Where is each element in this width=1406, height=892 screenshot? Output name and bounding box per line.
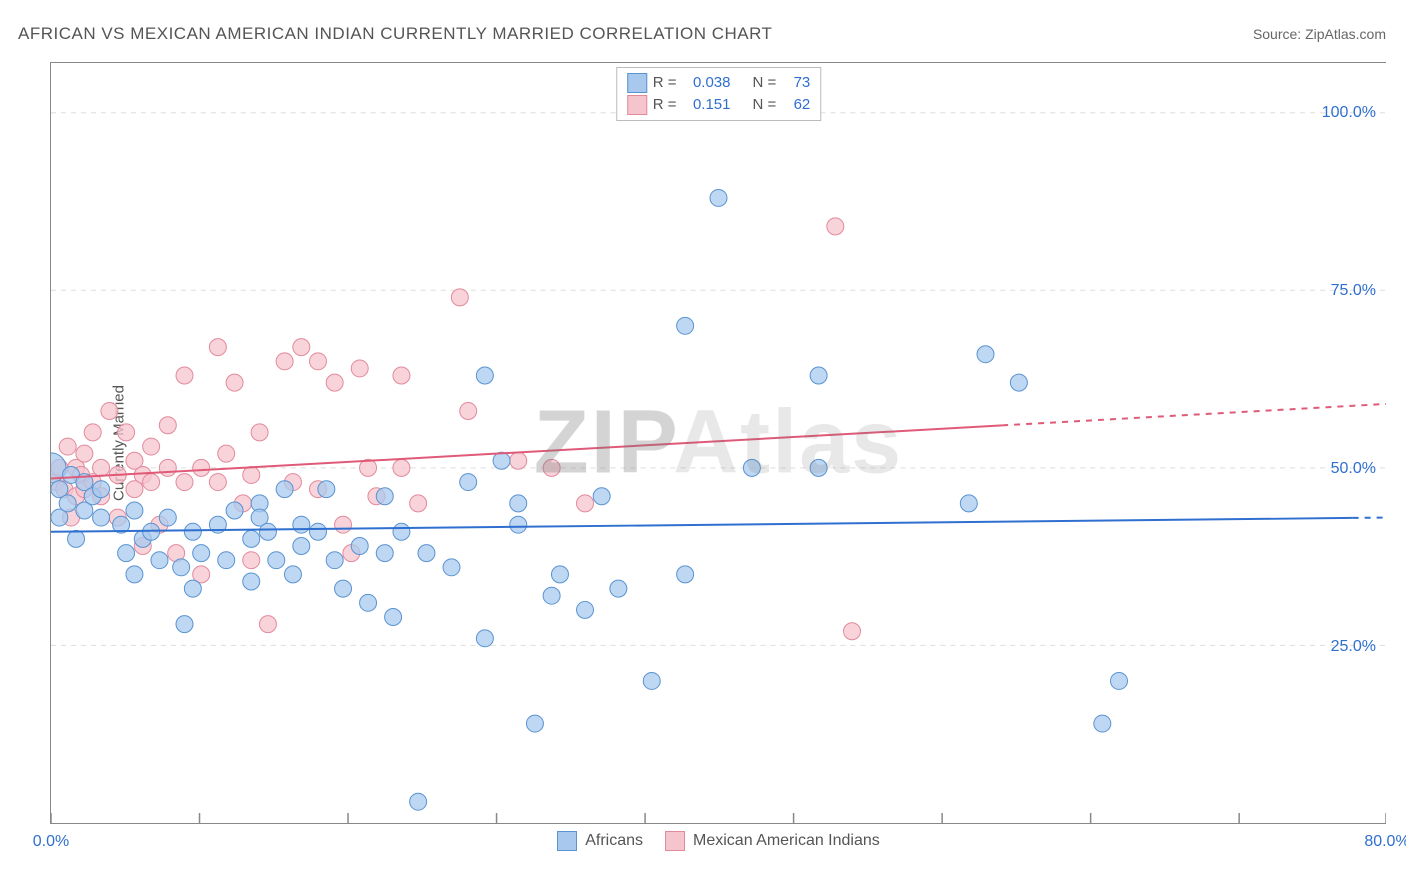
y-tick-label: 100.0%: [1322, 104, 1376, 122]
stat-legend-row-africans: R = 0.038 N = 73: [627, 72, 811, 94]
legend-label-mexican: Mexican American Indians: [693, 832, 880, 850]
n-prefix: N =: [753, 94, 777, 116]
r-prefix: R =: [653, 72, 677, 94]
plot-svg: [51, 63, 1386, 823]
y-tick-label: 75.0%: [1331, 282, 1376, 300]
legend-item-africans: Africans: [557, 831, 643, 851]
r-value-mexican: 0.151: [683, 94, 731, 116]
swatch-mexican-icon: [665, 831, 685, 851]
y-tick-label: 25.0%: [1331, 638, 1376, 656]
n-value-africans: 73: [782, 72, 810, 94]
r-value-africans: 0.038: [683, 72, 731, 94]
source-attribution: Source: ZipAtlas.com: [1253, 26, 1386, 42]
legend-label-africans: Africans: [585, 832, 643, 850]
y-tick-label: 50.0%: [1331, 460, 1376, 478]
bottom-legend: Africans Mexican American Indians: [51, 831, 1386, 851]
swatch-africans-icon: [557, 831, 577, 851]
source-label: Source:: [1253, 26, 1305, 42]
r-prefix: R =: [653, 94, 677, 116]
x-tick-label: 0.0%: [33, 833, 69, 851]
swatch-mexican-icon: [627, 95, 647, 115]
n-value-mexican: 62: [782, 94, 810, 116]
stat-legend: R = 0.038 N = 73 R = 0.151 N = 62: [616, 67, 822, 121]
x-tick-label: 80.0%: [1364, 833, 1406, 851]
source-name: ZipAtlas.com: [1305, 26, 1386, 42]
scatter-plot: Currently Married ZIPAtlas R = 0.038 N =…: [50, 62, 1386, 824]
legend-item-mexican: Mexican American Indians: [665, 831, 880, 851]
swatch-africans-icon: [627, 73, 647, 93]
n-prefix: N =: [753, 72, 777, 94]
stat-legend-row-mexican: R = 0.151 N = 62: [627, 94, 811, 116]
chart-title: AFRICAN VS MEXICAN AMERICAN INDIAN CURRE…: [18, 24, 772, 44]
